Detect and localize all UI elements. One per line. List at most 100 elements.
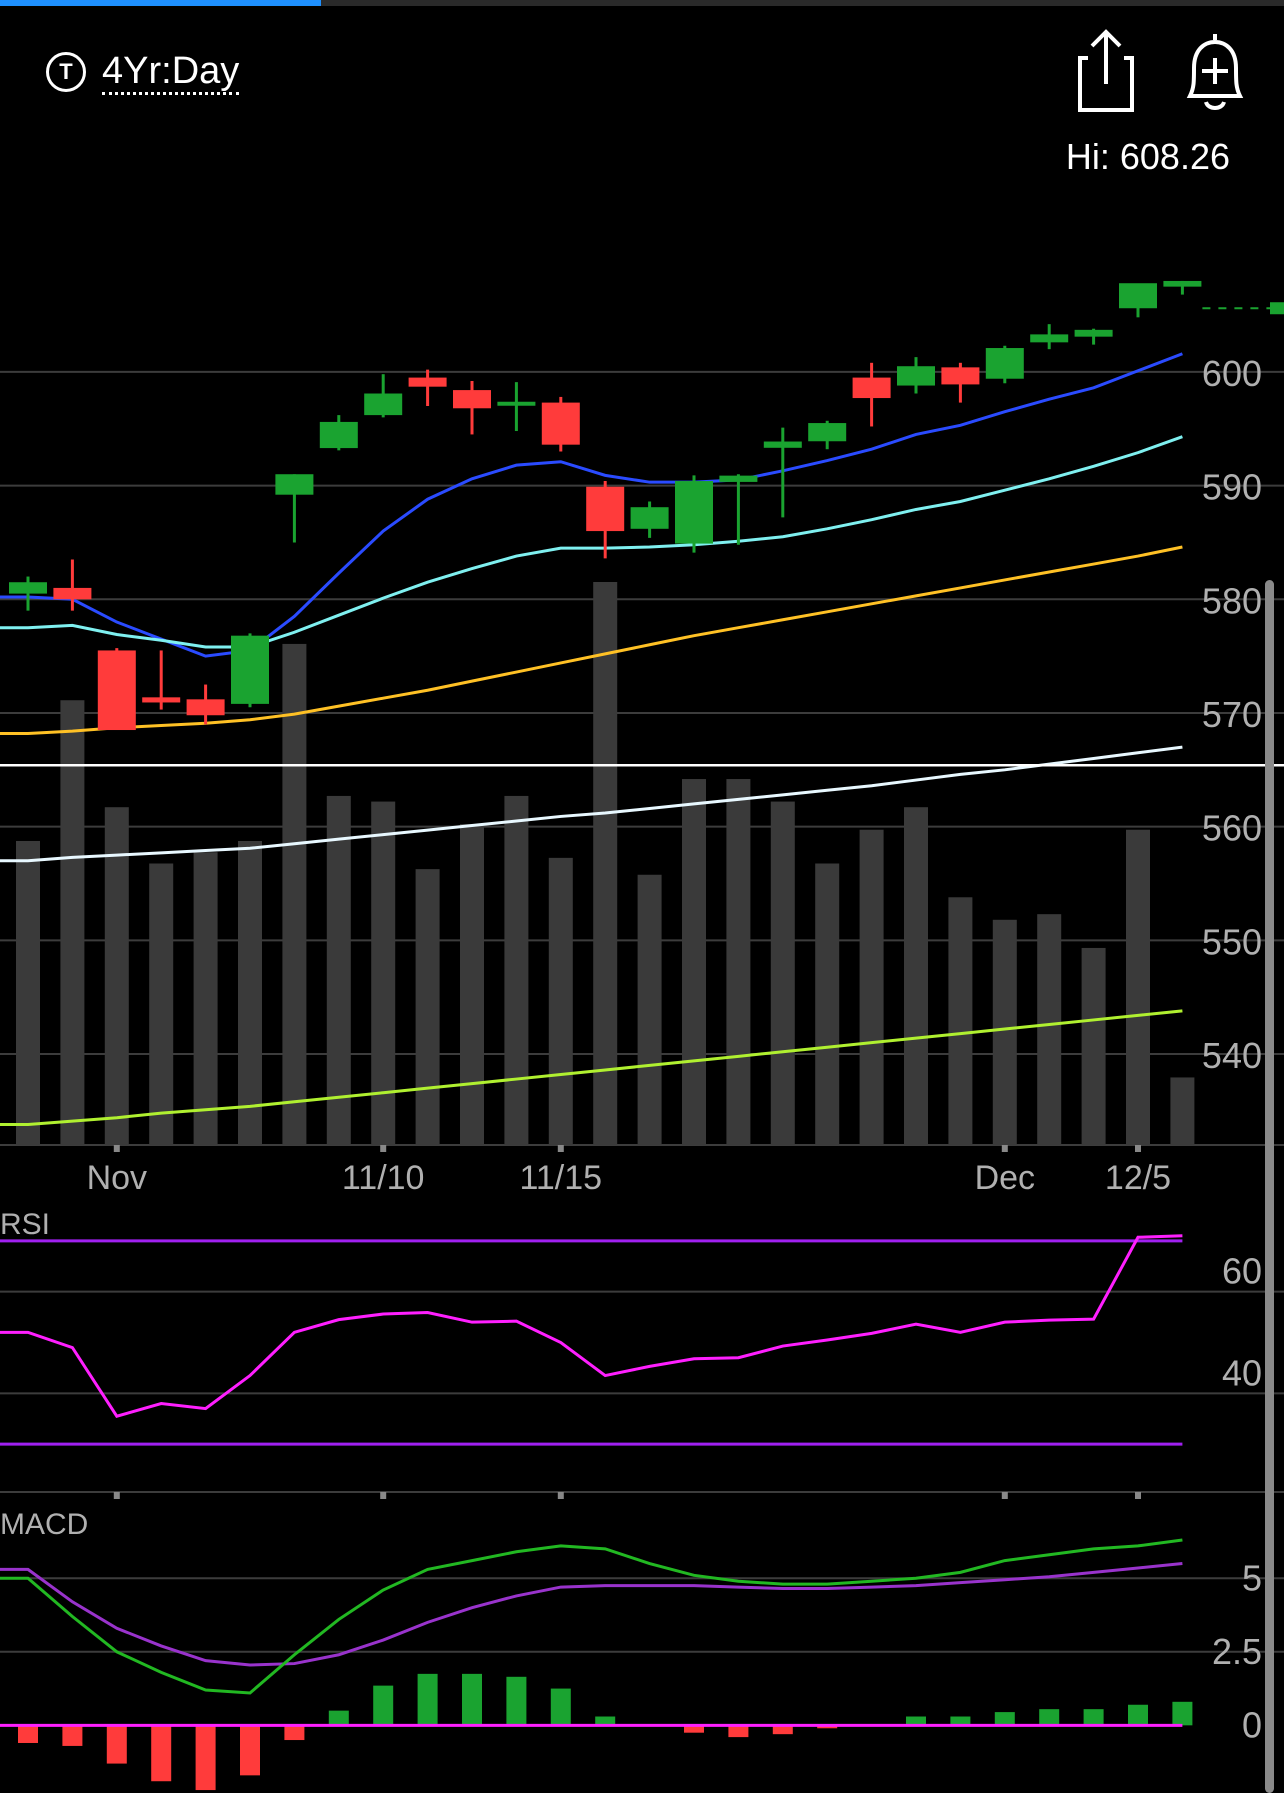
candle xyxy=(186,684,225,725)
candle xyxy=(231,633,269,708)
candle-body xyxy=(719,475,758,482)
candle xyxy=(408,369,447,407)
volume-bar xyxy=(859,829,884,1145)
macd-histogram-bar xyxy=(1083,1709,1104,1726)
loading-progress-track xyxy=(0,0,1284,6)
period-label: 4Yr:Day xyxy=(102,50,240,95)
x-axis-label: 12/5 xyxy=(1105,1159,1171,1197)
macd-line xyxy=(0,1538,1183,1695)
candle-body xyxy=(231,635,269,704)
macd-histogram-bar xyxy=(772,1725,793,1735)
candle-body xyxy=(97,650,136,731)
high-price-label: Hi: 608.26 xyxy=(1065,136,1230,177)
macd-histogram-bar xyxy=(1128,1704,1148,1726)
macd-tick-label: 2.5 xyxy=(1212,1631,1262,1672)
volume-bar xyxy=(637,874,662,1145)
macd-histogram-bar xyxy=(684,1725,704,1733)
macd-histogram-bar xyxy=(462,1673,482,1726)
candle-body xyxy=(408,377,447,387)
macd-histogram-bar xyxy=(106,1725,127,1764)
candle xyxy=(675,475,713,553)
volume-bar xyxy=(1081,947,1106,1145)
candle xyxy=(497,382,536,432)
volume-bar xyxy=(1170,1077,1195,1145)
candle-body xyxy=(630,507,669,529)
volume-bar xyxy=(992,919,1017,1145)
share-button[interactable] xyxy=(1070,28,1140,114)
sma-200-line xyxy=(0,1009,1183,1127)
price-tick-label: 550 xyxy=(1202,921,1262,962)
price-tick-label: 580 xyxy=(1202,580,1262,621)
volume-bar xyxy=(415,869,440,1145)
candle xyxy=(1074,328,1113,345)
price-tick-label: 560 xyxy=(1202,808,1262,849)
macd-tick-label: 5 xyxy=(1242,1557,1262,1598)
volume-bar xyxy=(282,643,307,1145)
volume-bar xyxy=(504,795,529,1145)
macd-histogram-bar xyxy=(1172,1701,1193,1726)
candle xyxy=(9,576,47,611)
candle xyxy=(852,362,891,427)
add-alert-button[interactable] xyxy=(1180,28,1250,114)
candle xyxy=(142,650,181,710)
candle xyxy=(630,501,669,538)
volume-bar xyxy=(682,779,706,1145)
volume-bar xyxy=(16,840,40,1145)
loading-progress-fill xyxy=(0,0,321,6)
macd-histogram-bar xyxy=(550,1688,571,1726)
candle-body xyxy=(319,421,358,449)
candle xyxy=(719,474,758,545)
price-tick-label: 590 xyxy=(1202,467,1262,508)
rsi-panel-title: RSI xyxy=(0,1208,50,1241)
rsi-line xyxy=(0,1234,1183,1418)
candle-body xyxy=(675,481,713,544)
volume-bar xyxy=(326,795,351,1145)
macd-histogram-bar xyxy=(595,1716,616,1726)
macd-histogram-bar xyxy=(506,1676,527,1726)
volume-bar xyxy=(193,852,218,1145)
bell-plus-icon xyxy=(1186,34,1244,110)
share-icon xyxy=(1078,29,1134,112)
volume-bar xyxy=(1037,914,1062,1145)
macd-tick-label: 0 xyxy=(1242,1704,1262,1745)
macd-histogram-bar xyxy=(994,1712,1015,1726)
macd-histogram-bar xyxy=(1039,1709,1060,1726)
volume-bar xyxy=(948,897,973,1145)
macd-histogram-bar xyxy=(950,1716,971,1726)
macd-histogram-bar xyxy=(62,1725,83,1746)
vertical-scrollbar[interactable] xyxy=(1265,580,1274,1793)
volume-bar xyxy=(593,582,618,1145)
sma-100-line xyxy=(0,745,1183,863)
rsi-tick-label: 60 xyxy=(1222,1251,1262,1292)
macd-panel-title: MACD xyxy=(0,1508,88,1541)
macd-histogram-bar xyxy=(240,1725,260,1776)
candle-body xyxy=(364,393,403,416)
candle-body xyxy=(763,441,802,448)
candle-body xyxy=(186,699,225,716)
candle xyxy=(808,420,847,450)
candle xyxy=(763,427,802,518)
ema-fast-line xyxy=(0,352,1183,658)
candle xyxy=(319,415,358,451)
volume-bar xyxy=(1126,829,1150,1145)
volume-bar xyxy=(726,779,751,1145)
candle-body xyxy=(1074,329,1113,337)
candle-body xyxy=(9,582,47,594)
volume-bar xyxy=(770,801,795,1145)
volume-bar xyxy=(104,807,129,1145)
macd-signal-line xyxy=(0,1562,1183,1667)
candle xyxy=(586,481,625,559)
candle-body xyxy=(1119,283,1157,309)
candle xyxy=(941,362,980,403)
period-selector-button[interactable]: T 4Yr:Day xyxy=(46,46,240,98)
candle xyxy=(985,345,1024,384)
macd-histogram-bar xyxy=(373,1685,394,1726)
candle xyxy=(541,396,580,452)
candle-body xyxy=(1030,334,1069,343)
volume-bar xyxy=(815,863,840,1145)
rsi-tick-label: 40 xyxy=(1222,1352,1262,1393)
candle xyxy=(97,648,136,731)
candle-body xyxy=(1163,280,1202,287)
candle xyxy=(1030,324,1069,350)
